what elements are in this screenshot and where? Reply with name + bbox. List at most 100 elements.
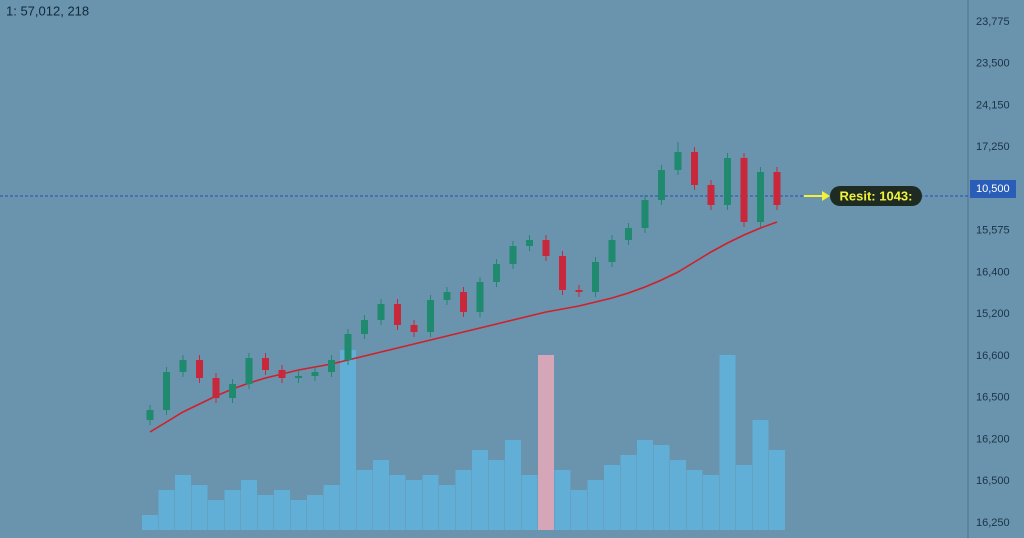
candle-body bbox=[724, 158, 731, 205]
y-tick-label: 10,500 bbox=[976, 183, 1010, 195]
volume-bar bbox=[637, 440, 653, 530]
candle-body bbox=[410, 325, 418, 332]
volume-bar bbox=[389, 475, 406, 530]
candle-body bbox=[641, 200, 649, 228]
candle-body bbox=[212, 378, 220, 398]
y-tick-label: 16,400 bbox=[976, 266, 1010, 278]
y-tick-label: 15,575 bbox=[976, 225, 1010, 237]
candle-body bbox=[542, 240, 550, 256]
y-tick-label: 23,775 bbox=[976, 16, 1010, 28]
volume-bar bbox=[752, 420, 769, 530]
candle-body bbox=[608, 240, 616, 262]
volume-bar bbox=[356, 470, 373, 530]
axis-highlight bbox=[970, 180, 1016, 198]
volume-bar bbox=[571, 490, 587, 530]
candle-body bbox=[509, 246, 517, 264]
candle-body bbox=[625, 228, 632, 240]
candle-body bbox=[278, 370, 286, 378]
volume-bar bbox=[505, 440, 521, 530]
candle-body bbox=[427, 300, 434, 332]
candle-body bbox=[526, 240, 533, 246]
volume-bar bbox=[208, 500, 224, 530]
y-tick-label: 16,500 bbox=[976, 475, 1010, 487]
chart-title: 1: 57,012, 218 bbox=[6, 3, 89, 18]
volume-bar bbox=[719, 355, 736, 530]
candle-body bbox=[163, 372, 170, 410]
volume-bar bbox=[439, 485, 455, 530]
price-axis: 23,775 23,500 24,150 17,250 10,500 15,575 16,4… bbox=[970, 16, 1016, 529]
volume-bar bbox=[538, 355, 554, 530]
volume-bar bbox=[257, 495, 274, 530]
volume-bar bbox=[455, 470, 472, 530]
candle-body bbox=[377, 304, 385, 320]
volume-bar bbox=[587, 480, 604, 530]
candle-body bbox=[295, 376, 302, 378]
y-tick-label: 16,500 bbox=[976, 392, 1010, 404]
volume-bar bbox=[521, 475, 538, 530]
volume-bar bbox=[373, 460, 389, 530]
volume-bar bbox=[142, 515, 158, 530]
volume-bar bbox=[703, 475, 719, 530]
candle-body bbox=[196, 360, 203, 378]
candle-body bbox=[559, 256, 566, 290]
annotation-group: Resit: 1043: bbox=[804, 186, 922, 206]
candle-body bbox=[691, 152, 698, 185]
candle-body bbox=[476, 282, 484, 312]
candle-body bbox=[707, 185, 715, 205]
candle-body bbox=[592, 262, 599, 292]
candle-body bbox=[344, 334, 352, 360]
volume-bar bbox=[224, 490, 241, 530]
volume-bar bbox=[670, 460, 686, 530]
candle-body bbox=[262, 358, 269, 370]
annotation-text: Resit: 1043: bbox=[840, 188, 913, 203]
candle-body bbox=[146, 410, 154, 420]
volume-bar bbox=[422, 475, 439, 530]
price bbox=[0, 142, 968, 433]
volume-bar bbox=[604, 465, 620, 530]
volume-bar bbox=[736, 465, 752, 530]
volume-bar bbox=[340, 350, 356, 530]
candle-body bbox=[179, 360, 187, 372]
y-tick-label: 24,150 bbox=[976, 99, 1010, 111]
y-tick-label: 16,200 bbox=[976, 433, 1010, 445]
candle-body bbox=[245, 358, 253, 384]
annotation-box bbox=[830, 186, 922, 206]
volume-bar bbox=[686, 470, 703, 530]
candle-body bbox=[311, 372, 319, 376]
candle-body bbox=[773, 172, 781, 205]
candle-body bbox=[493, 264, 500, 282]
volume-bar bbox=[191, 485, 208, 530]
volume-bar bbox=[175, 475, 191, 530]
candle-body bbox=[658, 170, 665, 200]
volume-bar bbox=[241, 480, 257, 530]
candle-body bbox=[394, 304, 401, 325]
candle-body bbox=[229, 384, 236, 398]
volume bbox=[142, 350, 785, 530]
volume-bar bbox=[653, 445, 670, 530]
candle-body bbox=[757, 172, 764, 222]
candle-body bbox=[740, 158, 748, 222]
volume-bar bbox=[769, 450, 785, 530]
y-tick-label: 16,250 bbox=[976, 517, 1010, 529]
candle-body bbox=[361, 320, 368, 334]
y-tick-label: 23,500 bbox=[976, 58, 1010, 70]
candle-body bbox=[460, 292, 467, 312]
volume-bar bbox=[158, 490, 175, 530]
volume-bar bbox=[488, 460, 505, 530]
volume-bar bbox=[323, 485, 340, 530]
volume-bar bbox=[406, 480, 422, 530]
y-tick-label: 17,250 bbox=[976, 141, 1010, 153]
candle-body bbox=[443, 292, 451, 300]
y-tick-label: 16,600 bbox=[976, 350, 1010, 362]
y-tick-label: 15,200 bbox=[976, 308, 1010, 320]
volume-bar bbox=[274, 490, 290, 530]
volume-bar bbox=[290, 500, 307, 530]
volume-bar bbox=[472, 450, 488, 530]
moving-average bbox=[149, 221, 778, 433]
candle-body bbox=[674, 152, 682, 170]
volume-bar bbox=[307, 495, 323, 530]
volume-bar bbox=[554, 470, 571, 530]
annotation-arrowhead bbox=[822, 191, 830, 201]
candle-body bbox=[328, 360, 335, 372]
